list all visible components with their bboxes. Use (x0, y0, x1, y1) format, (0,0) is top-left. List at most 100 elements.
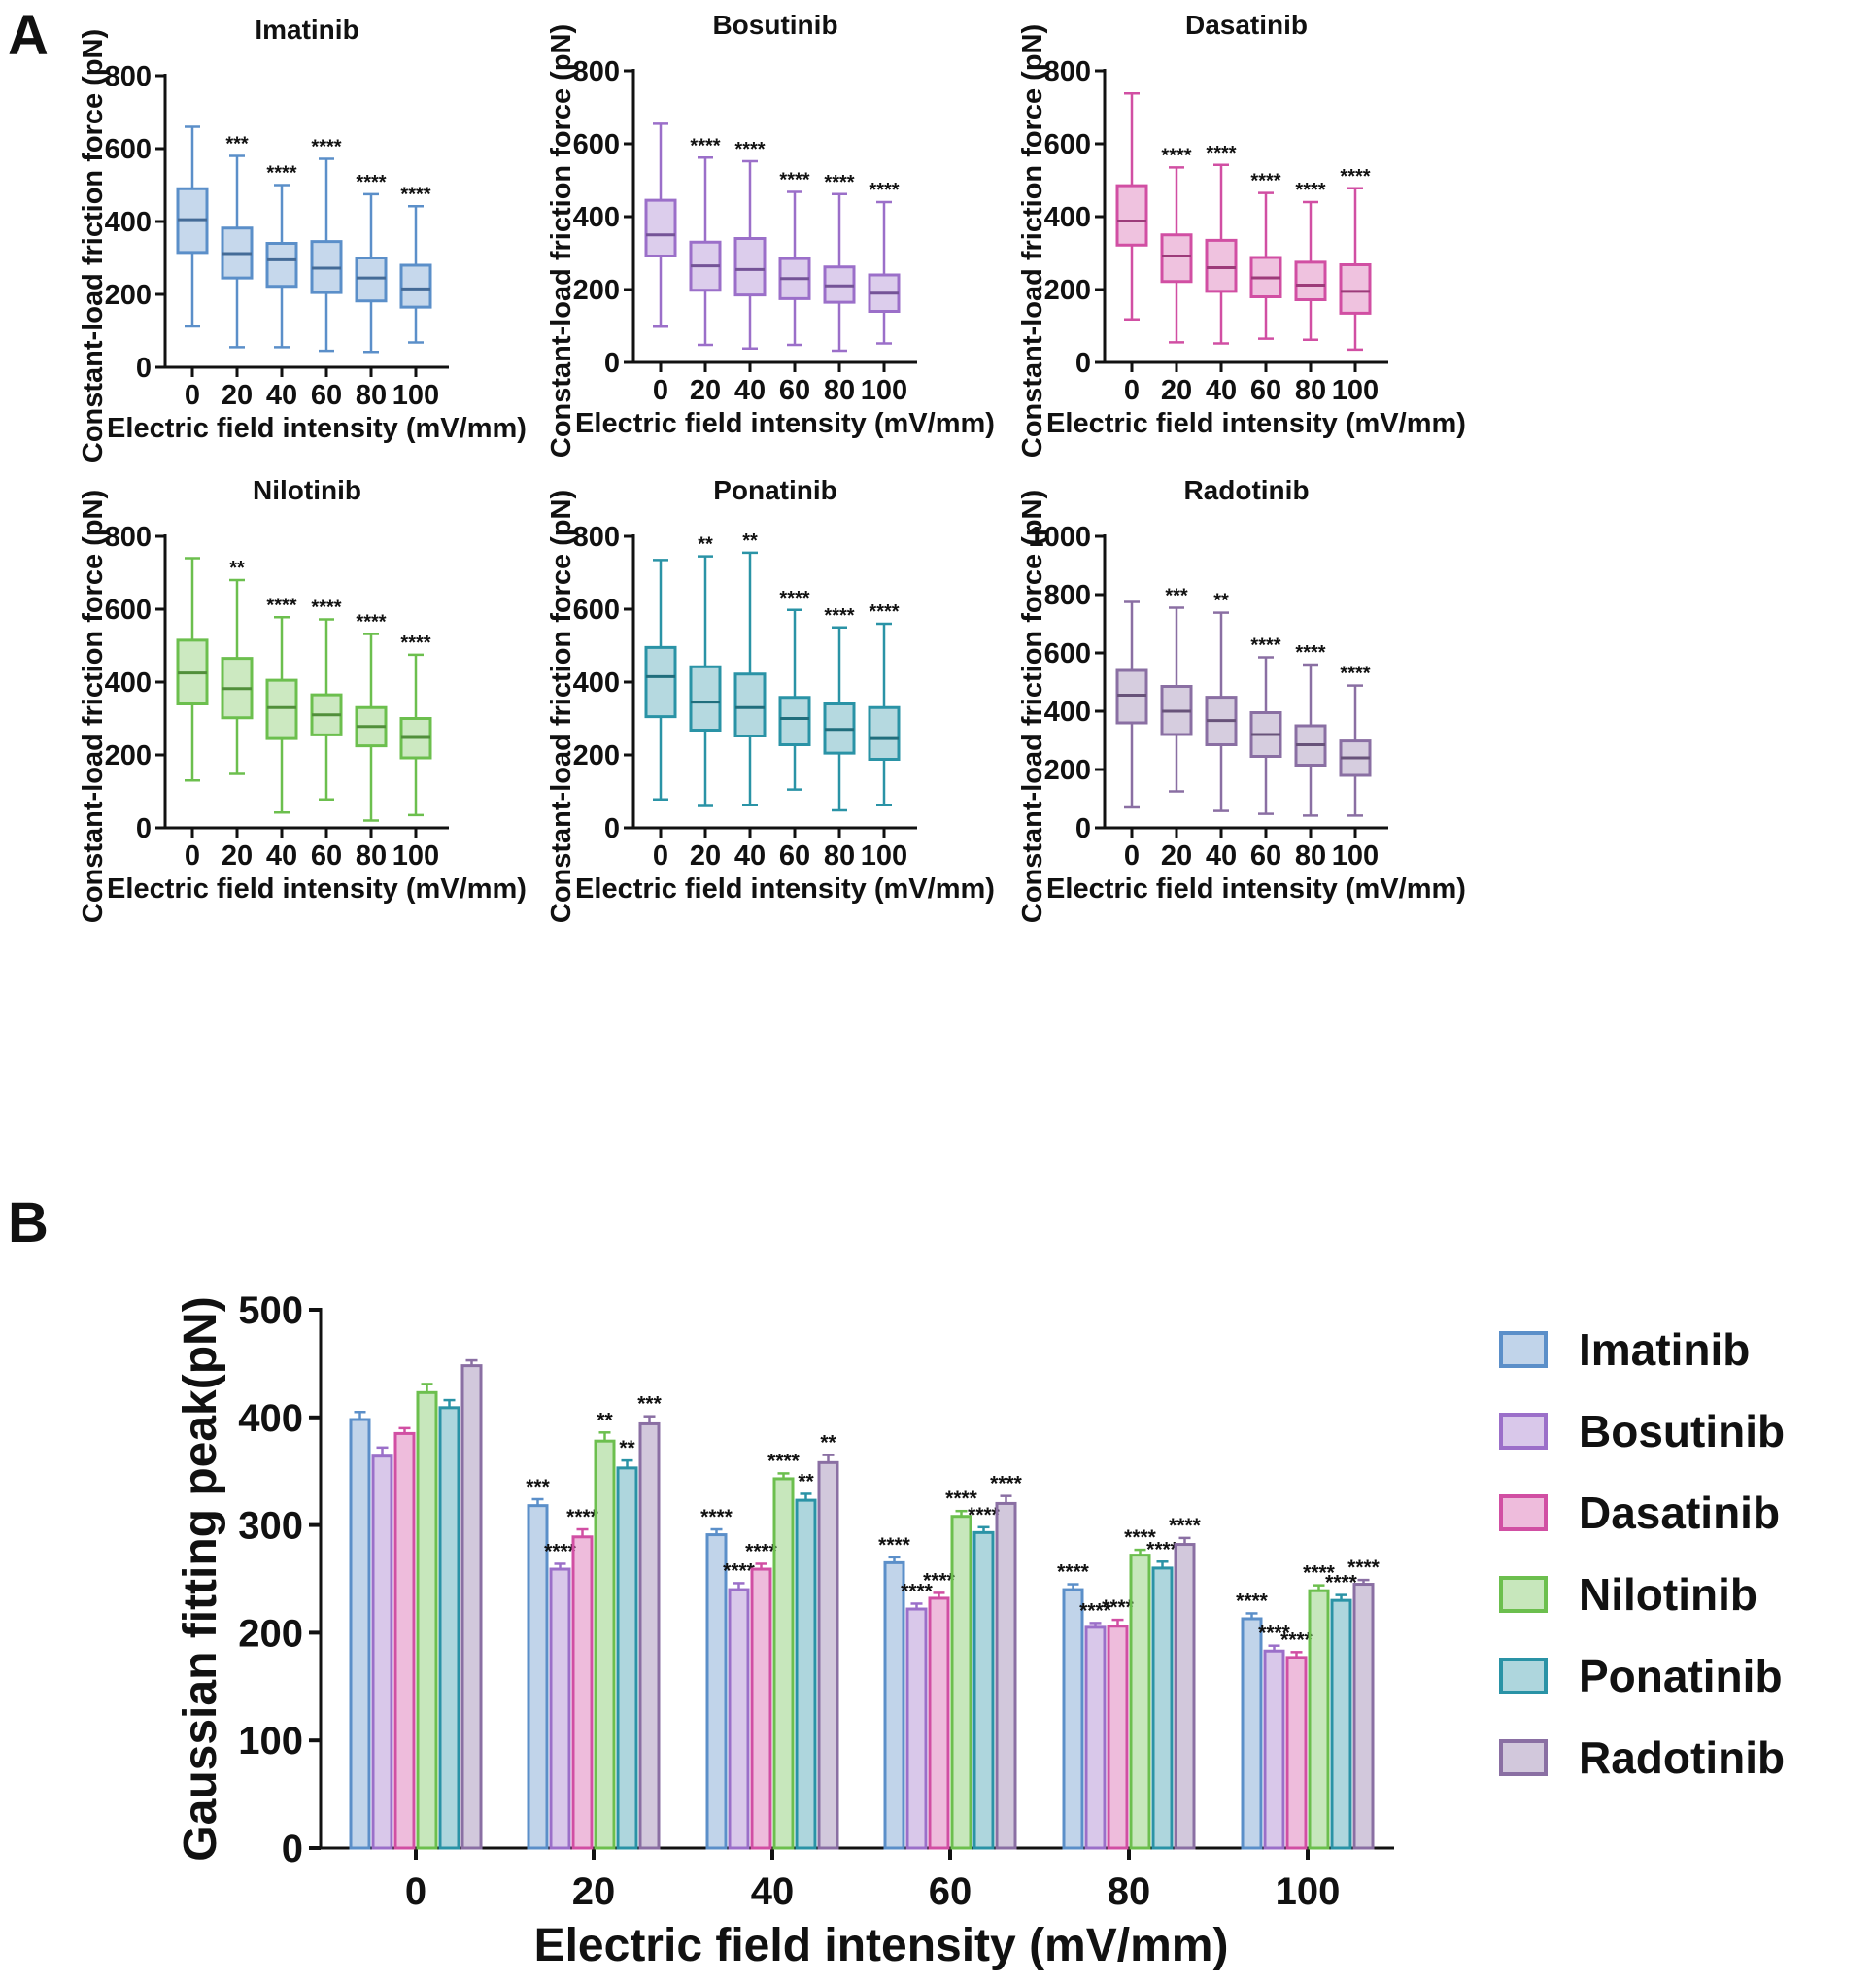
x-tick-label: 60 (779, 375, 810, 406)
bar (1151, 1566, 1174, 1850)
legend-label: Radotinib (1579, 1732, 1785, 1783)
significance-label: **** (779, 170, 809, 191)
x-tick-label: 20 (690, 840, 721, 872)
bar (616, 1466, 638, 1850)
chart-title: Dasatinib (1185, 10, 1308, 40)
x-tick-label: 40 (734, 375, 766, 406)
y-tick-label: 200 (238, 1612, 303, 1655)
y-tick-label: 600 (573, 595, 620, 626)
box-iqr (644, 198, 677, 257)
box-20: **** (1160, 145, 1193, 344)
x-tick-label: 100 (1332, 840, 1379, 872)
y-axis-label: Constant-load friction force (pN) (546, 490, 577, 923)
box-0 (1115, 600, 1148, 809)
x-tick-label: 100 (1332, 375, 1379, 406)
y-tick-label: 600 (1044, 638, 1091, 669)
box-60: **** (778, 170, 811, 347)
bar (972, 1530, 995, 1850)
bar (772, 1477, 795, 1850)
significance-label: **** (400, 184, 430, 205)
bar-series-dasatinib: **** **** **** **** **** (393, 1426, 1313, 1850)
x-tick-label: 40 (751, 1870, 795, 1913)
bar-chart-gaussian-peak: 0 100 200 300 400 500 0 20 40 60 80 100 Electric fie… (175, 1289, 1394, 1971)
y-axis-label: Constant-load friction force (pN) (1017, 24, 1048, 458)
significance-label: **** (1295, 180, 1325, 201)
x-tick-label: 20 (1161, 840, 1192, 872)
box-100: **** (1339, 664, 1372, 817)
y-tick-label: 0 (282, 1828, 303, 1870)
x-tick-label: 20 (222, 380, 253, 411)
panel-label-a: A (8, 4, 49, 67)
box-80: **** (823, 605, 856, 812)
x-tick-label: 0 (405, 1870, 426, 1913)
significance-label: **** (1161, 145, 1191, 166)
significance-label: **** (1146, 1538, 1179, 1560)
legend-label: Imatinib (1579, 1324, 1750, 1375)
y-tick-label: 200 (573, 740, 620, 771)
y-tick-label: 400 (573, 667, 620, 699)
box-20: **** (689, 135, 722, 347)
x-tick-label: 20 (1161, 375, 1192, 406)
box-80: **** (355, 612, 388, 822)
x-tick-label: 60 (929, 1870, 972, 1913)
bar (460, 1364, 483, 1850)
x-axis-label: Electric field intensity (mV/mm) (1046, 408, 1466, 439)
significance-label: **** (869, 180, 899, 201)
bar (728, 1588, 750, 1850)
legend-label: Nilotinib (1579, 1569, 1757, 1620)
box-40: **** (265, 163, 298, 349)
y-tick-label: 0 (136, 813, 152, 844)
box-iqr (1115, 184, 1148, 247)
significance-label: **** (1280, 1628, 1313, 1651)
box-iqr (1339, 263, 1372, 315)
y-tick-label: 400 (573, 202, 620, 233)
bar-series-ponatinib: **** **** **** **** (438, 1398, 1358, 1850)
bar (1352, 1583, 1375, 1850)
bar (750, 1567, 772, 1850)
box-20: ** (689, 534, 722, 807)
significance-label: **** (723, 1559, 756, 1582)
significance-label: ** (698, 534, 713, 556)
y-tick-label: 600 (105, 134, 152, 165)
box-40: ** (1205, 591, 1238, 812)
x-tick-label: 60 (1250, 840, 1281, 872)
box-80: **** (1294, 180, 1327, 341)
significance-label: **** (1206, 143, 1236, 164)
bar (571, 1535, 594, 1850)
chart-title: Radotinib (1183, 475, 1309, 505)
significance-label: **** (1250, 171, 1280, 192)
significance-label: **** (700, 1506, 733, 1528)
significance-label: ** (229, 558, 245, 579)
box-100: **** (1339, 166, 1372, 352)
significance-label: **** (566, 1506, 599, 1528)
box-20: *** (1160, 586, 1193, 793)
y-tick-label: 400 (105, 667, 152, 699)
box-iqr (399, 263, 432, 309)
significance-label: **** (266, 595, 296, 616)
box-40: ** (733, 530, 767, 806)
box-iqr (868, 705, 901, 761)
bar (1062, 1588, 1084, 1850)
legend-swatch (1499, 1739, 1548, 1776)
box-0 (1115, 92, 1148, 321)
x-tick-label: 100 (861, 840, 907, 872)
bar (795, 1498, 817, 1850)
significance-label: **** (311, 598, 341, 619)
bar (1263, 1649, 1285, 1850)
significance-label: **** (1325, 1572, 1358, 1594)
significance-label: **** (901, 1580, 934, 1602)
chart-title: Bosutinib (712, 10, 837, 40)
bar (1129, 1554, 1151, 1850)
box-iqr (778, 696, 811, 746)
significance-label: **** (767, 1450, 801, 1472)
x-tick-label: 100 (1276, 1870, 1341, 1913)
chart-title: Ponatinib (713, 475, 837, 505)
significance-label: **** (1250, 635, 1280, 657)
x-tick-label: 0 (653, 840, 668, 872)
bar (1241, 1617, 1263, 1850)
x-tick-label: 40 (734, 840, 766, 872)
y-tick-label: 400 (1044, 697, 1091, 728)
x-tick-label: 20 (222, 840, 253, 872)
significance-label: *** (637, 1393, 662, 1416)
bar-series-radotinib: ***************** (460, 1358, 1381, 1850)
